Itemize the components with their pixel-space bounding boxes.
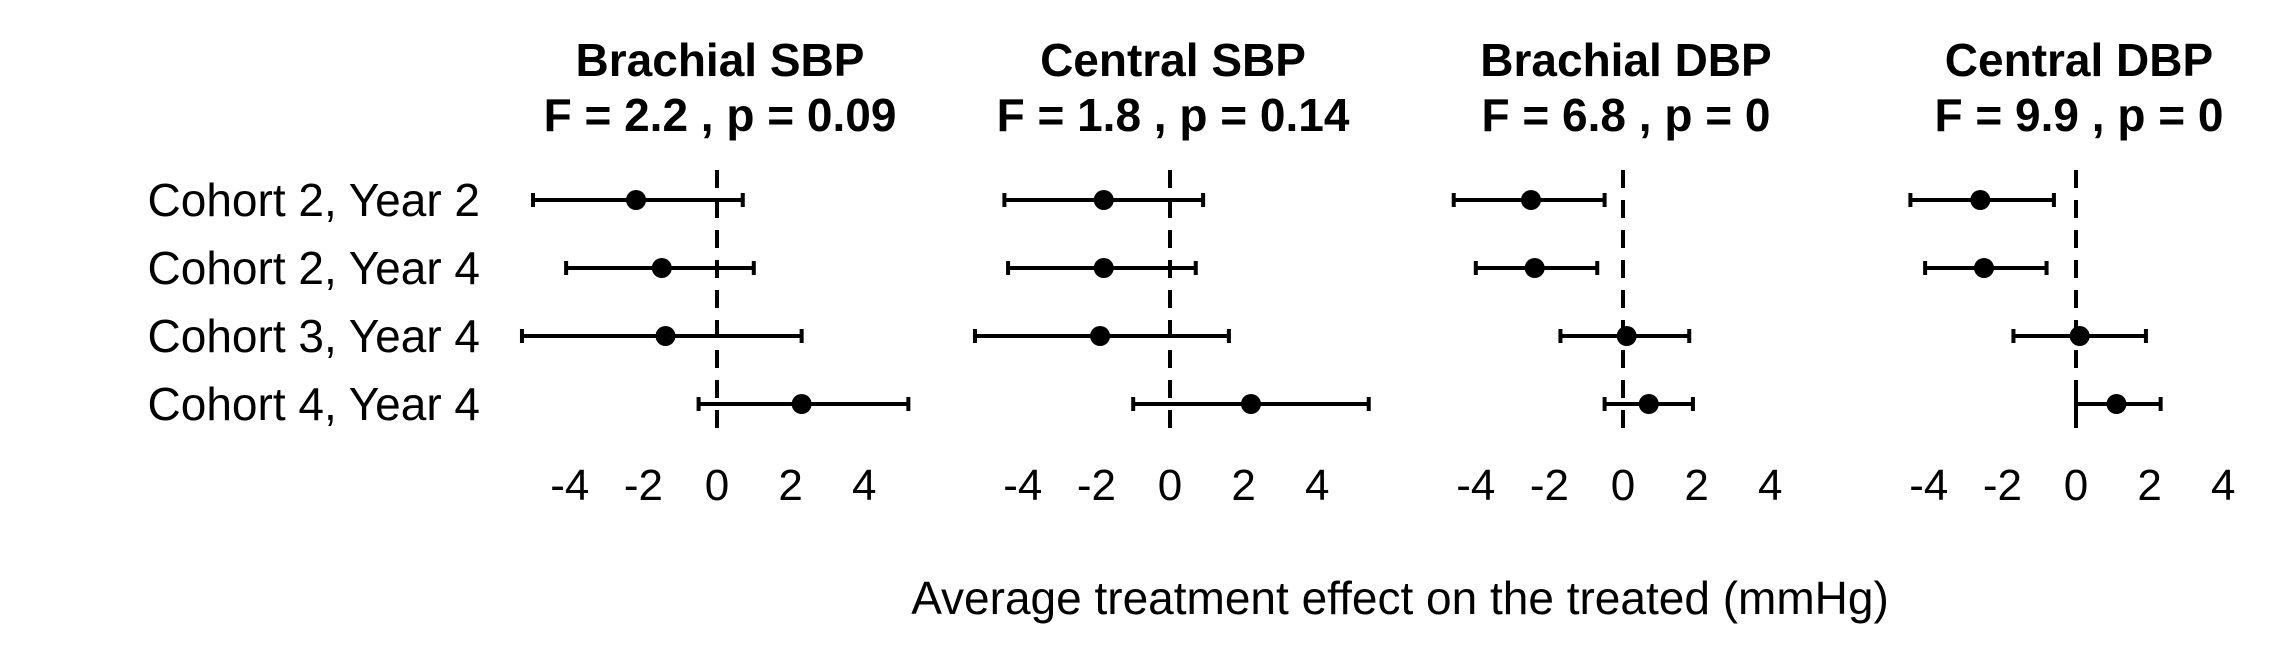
x-tick-label: -2 [624, 461, 663, 510]
panel-stat: F = 2.2 , p = 0.09 [544, 89, 897, 141]
row-label: Cohort 2, Year 4 [148, 242, 480, 294]
panel-stat: F = 1.8 , p = 0.14 [997, 89, 1350, 141]
panel-title: Central SBP [1040, 34, 1306, 86]
x-tick-label: 2 [1684, 461, 1708, 510]
point-estimate [655, 326, 676, 346]
x-tick-label: 2 [1231, 461, 1255, 510]
point-estimate [1524, 258, 1545, 278]
point-estimate [651, 258, 672, 278]
x-tick-label: -2 [1077, 461, 1116, 510]
panel-title: Central DBP [1945, 34, 2213, 86]
point-estimate [1521, 190, 1541, 210]
x-tick-label: 4 [1305, 461, 1329, 510]
row-labels: Cohort 2, Year 2 Cohort 2, Year 4 Cohort 3… [148, 174, 480, 430]
point-estimate [1093, 190, 1114, 210]
point-estimate [1638, 394, 1659, 414]
point-estimate [2069, 326, 2090, 346]
panel-title: Brachial SBP [576, 34, 865, 86]
x-tick-label: 0 [1611, 461, 1635, 510]
x-tick-label: -2 [1530, 461, 1569, 510]
point-estimate [1093, 258, 1114, 278]
panel-title: Brachial DBP [1480, 34, 1771, 86]
x-tick-label: 0 [2064, 461, 2088, 510]
x-tick-label: 4 [852, 461, 876, 510]
panel-stat: F = 9.9 , p = 0 [1935, 89, 2224, 141]
x-tick-label: 2 [2137, 461, 2161, 510]
x-axis-label: Average treatment effect on the treated … [911, 572, 1889, 624]
point-estimate [626, 190, 647, 210]
x-tick-label: 0 [705, 461, 729, 510]
point-estimate [2106, 394, 2127, 414]
row-label: Cohort 2, Year 2 [148, 174, 480, 226]
point-estimate [1616, 326, 1637, 346]
row-label: Cohort 4, Year 4 [148, 378, 480, 430]
x-tick-label: 2 [778, 461, 802, 510]
point-estimate [1970, 190, 1991, 210]
x-tick-label: -2 [1983, 461, 2022, 510]
panel-stat: F = 6.8 , p = 0 [1482, 89, 1771, 141]
x-tick-label: -4 [1456, 461, 1495, 510]
x-tick-label: 4 [1758, 461, 1782, 510]
point-estimate [791, 394, 812, 414]
x-tick-label: -4 [550, 461, 589, 510]
x-tick-label: 0 [1158, 461, 1182, 510]
point-estimate [1090, 326, 1111, 346]
x-tick-label: -4 [1003, 461, 1042, 510]
x-tick-label: 4 [2211, 461, 2235, 510]
point-estimate [1240, 394, 1261, 414]
point-estimate [1974, 258, 1994, 278]
x-tick-label: -4 [1909, 461, 1948, 510]
row-label: Cohort 3, Year 4 [148, 310, 480, 362]
